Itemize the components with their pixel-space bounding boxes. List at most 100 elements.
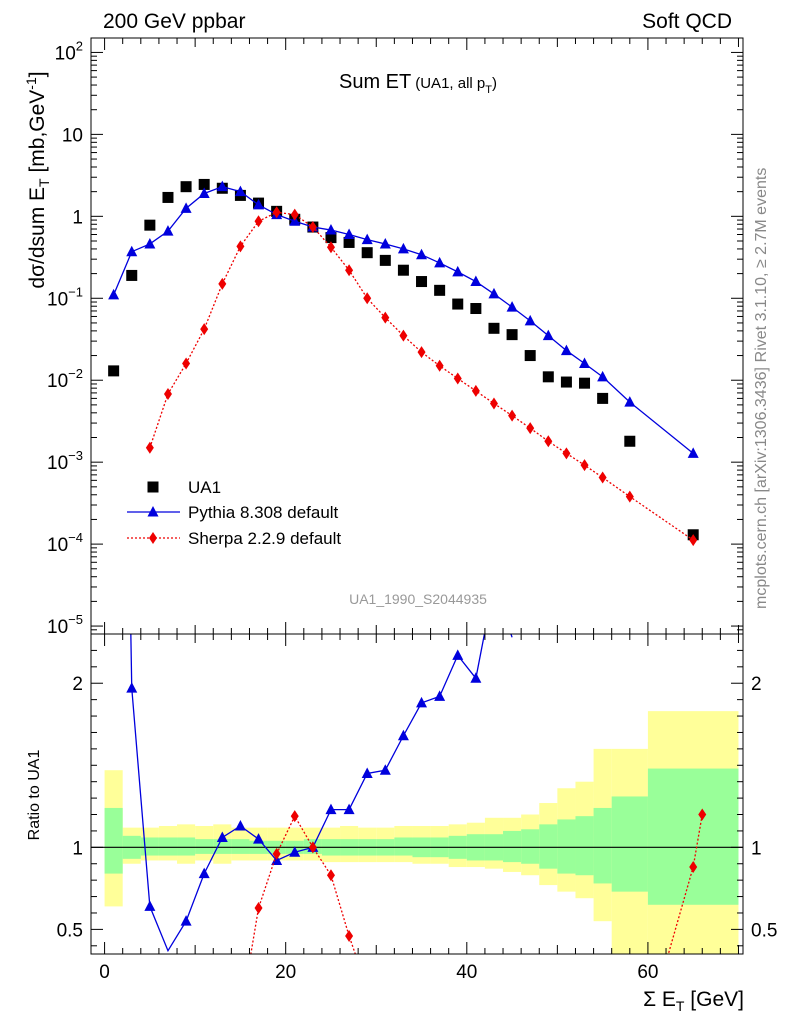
data-point bbox=[326, 241, 335, 254]
data-point bbox=[361, 247, 373, 259]
data-point bbox=[435, 359, 444, 372]
data-point bbox=[108, 365, 120, 377]
data-point bbox=[218, 277, 227, 290]
data-point bbox=[526, 422, 535, 435]
ratio-band-inner bbox=[231, 839, 250, 854]
data-point bbox=[560, 344, 572, 356]
ratio-band-inner bbox=[104, 807, 123, 874]
data-point bbox=[144, 237, 156, 249]
data-point bbox=[506, 301, 518, 312]
legend-label: UA1 bbox=[188, 478, 221, 497]
ratio-y-tick-label: 2 bbox=[72, 674, 83, 695]
data-point bbox=[488, 322, 500, 334]
ratio-panel-frame bbox=[90, 633, 744, 955]
data-point bbox=[434, 284, 446, 296]
ratio-point bbox=[343, 803, 355, 815]
ratio-band-inner bbox=[521, 829, 540, 864]
ratio-point bbox=[290, 810, 299, 823]
ratio-line bbox=[250, 814, 703, 954]
y-tick-label: 10−5 bbox=[47, 612, 83, 638]
ratio-point bbox=[234, 820, 246, 831]
data-point bbox=[363, 292, 372, 305]
ratio-point bbox=[126, 682, 138, 693]
ratio-band-inner bbox=[611, 796, 648, 892]
data-point bbox=[562, 447, 571, 460]
data-point bbox=[163, 387, 172, 400]
y-tick-label: 10−2 bbox=[47, 366, 83, 392]
ratio-band-inner bbox=[575, 816, 594, 876]
y-tick-label: 10−3 bbox=[47, 448, 83, 474]
data-point bbox=[598, 471, 607, 484]
data-point bbox=[253, 198, 265, 210]
ratio-band-inner bbox=[177, 837, 196, 856]
data-point bbox=[489, 397, 498, 410]
data-point bbox=[216, 180, 228, 192]
data-point bbox=[506, 329, 518, 341]
data-point bbox=[597, 370, 609, 382]
data-point bbox=[470, 275, 482, 287]
data-point bbox=[508, 409, 517, 422]
data-point bbox=[689, 534, 698, 547]
data-point bbox=[417, 346, 426, 359]
data-point bbox=[236, 240, 245, 253]
data-point bbox=[198, 178, 210, 190]
x-tick-label: 40 bbox=[456, 962, 477, 983]
ratio-band-inner bbox=[140, 837, 159, 856]
data-point bbox=[488, 287, 500, 299]
data-point bbox=[416, 248, 428, 260]
legend: UA1 Pythia 8.308 default Sherpa 2.2.9 defa… bbox=[127, 478, 341, 548]
ratio-point bbox=[289, 846, 301, 857]
data-point bbox=[180, 181, 192, 193]
chart-title: Sum ET (UA1, all pT) bbox=[339, 71, 497, 96]
ratio-point bbox=[452, 649, 464, 660]
data-point bbox=[144, 219, 156, 231]
data-point bbox=[308, 221, 317, 234]
series-line bbox=[113, 185, 694, 454]
main-panel: 10−5 10−4 10−3 10−2 10−1 1 10 102 bbox=[47, 37, 744, 638]
ratio-band-inner bbox=[195, 839, 214, 854]
series-line bbox=[149, 211, 694, 541]
ratio-point bbox=[198, 867, 210, 879]
data-point bbox=[579, 377, 591, 389]
ratio-point bbox=[308, 841, 317, 854]
data-point bbox=[180, 202, 192, 213]
y-axis-label-main: dσ/dsum ET [mb,GeV-1] bbox=[23, 71, 52, 288]
data-point bbox=[234, 185, 246, 197]
data-point bbox=[399, 329, 408, 342]
ratio-y-tick-label-right: 2 bbox=[751, 674, 762, 695]
ratio-y-tick-label: 1 bbox=[72, 838, 83, 859]
data-point bbox=[325, 224, 337, 235]
data-point bbox=[397, 242, 409, 254]
data-point bbox=[345, 264, 354, 277]
x-tick-label: 60 bbox=[637, 962, 658, 983]
ratio-point bbox=[253, 833, 265, 844]
data-point bbox=[624, 435, 636, 447]
mcplots-label: mcplots.cern.ch [arXiv:1306.3436] bbox=[753, 367, 770, 609]
data-point bbox=[162, 225, 174, 236]
ratio-band-inner bbox=[557, 819, 576, 874]
data-point bbox=[290, 208, 299, 221]
ratio-y-tick-label-right: 1 bbox=[751, 838, 762, 859]
data-point bbox=[452, 298, 464, 310]
ratio-line bbox=[130, 634, 513, 953]
data-point bbox=[198, 187, 210, 198]
ratio-point bbox=[470, 672, 482, 683]
ratio-y-tick-label: 0.5 bbox=[57, 920, 83, 941]
ratio-point bbox=[379, 764, 391, 775]
ratio-point bbox=[397, 729, 409, 741]
data-point bbox=[361, 233, 373, 245]
data-point bbox=[126, 245, 138, 257]
ratio-point bbox=[254, 902, 263, 915]
data-point bbox=[379, 254, 391, 266]
data-point bbox=[182, 357, 191, 370]
data-point bbox=[397, 264, 409, 276]
ratio-band-inner bbox=[158, 837, 178, 856]
ratio-panel: 0 20 40 60 0.5 0.5 1 1 2 2 bbox=[57, 633, 777, 983]
ratio-band-inner bbox=[394, 837, 413, 856]
data-point bbox=[544, 435, 553, 448]
legend-marker bbox=[149, 532, 157, 544]
ratio-point bbox=[361, 767, 373, 778]
ratio-point bbox=[180, 915, 192, 926]
ratio-band-inner bbox=[539, 824, 558, 869]
